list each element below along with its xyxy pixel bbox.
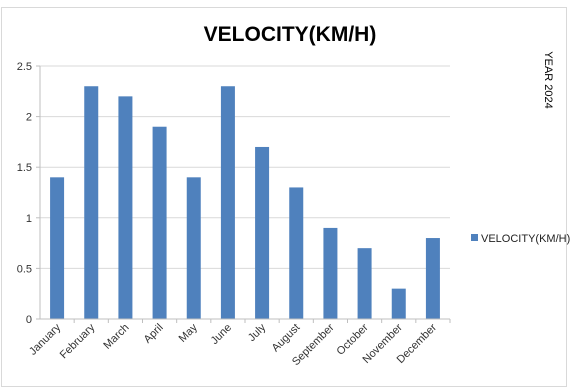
y-tick-label: 0.5 (17, 263, 32, 275)
bar-august (289, 187, 304, 319)
x-tick-label-march: March (101, 322, 131, 352)
x-tick-label-february: February (58, 321, 98, 361)
y-axis-ticks: 0 0.5 1 1.5 2 2.5 (17, 61, 40, 326)
legend: VELOCITY(KM/H) (471, 233, 570, 245)
bar-january (50, 177, 65, 319)
legend-swatch (471, 234, 478, 241)
gridlines (40, 65, 450, 269)
legend-label: VELOCITY(KM/H) (481, 233, 570, 245)
x-tick-label-may: May (177, 321, 201, 345)
side-label: YEAR 2024 (542, 51, 554, 108)
y-tick-label: 2.5 (17, 61, 32, 73)
bar-november (391, 288, 406, 319)
x-tick-label-april: April (142, 322, 166, 346)
bar-june (220, 86, 235, 320)
bar-february (84, 86, 99, 320)
bar-march (118, 96, 133, 319)
x-tick-label-june: June (209, 322, 234, 347)
y-tick-label: 1.5 (17, 162, 32, 174)
y-tick-label: 0 (26, 314, 32, 326)
y-tick-label: 2 (26, 112, 32, 124)
bar-april (152, 126, 167, 319)
bar-october (357, 248, 372, 319)
bar-july (255, 146, 270, 319)
bar-december (425, 238, 440, 319)
bar-september (323, 227, 338, 319)
x-tick-label-august: August (270, 322, 303, 355)
bar-may (186, 177, 201, 319)
bars (50, 86, 440, 320)
y-tick-label: 1 (26, 213, 32, 225)
chart-title: VELOCITY(KM/H) (204, 23, 377, 46)
x-tick-label-july: July (246, 321, 269, 344)
